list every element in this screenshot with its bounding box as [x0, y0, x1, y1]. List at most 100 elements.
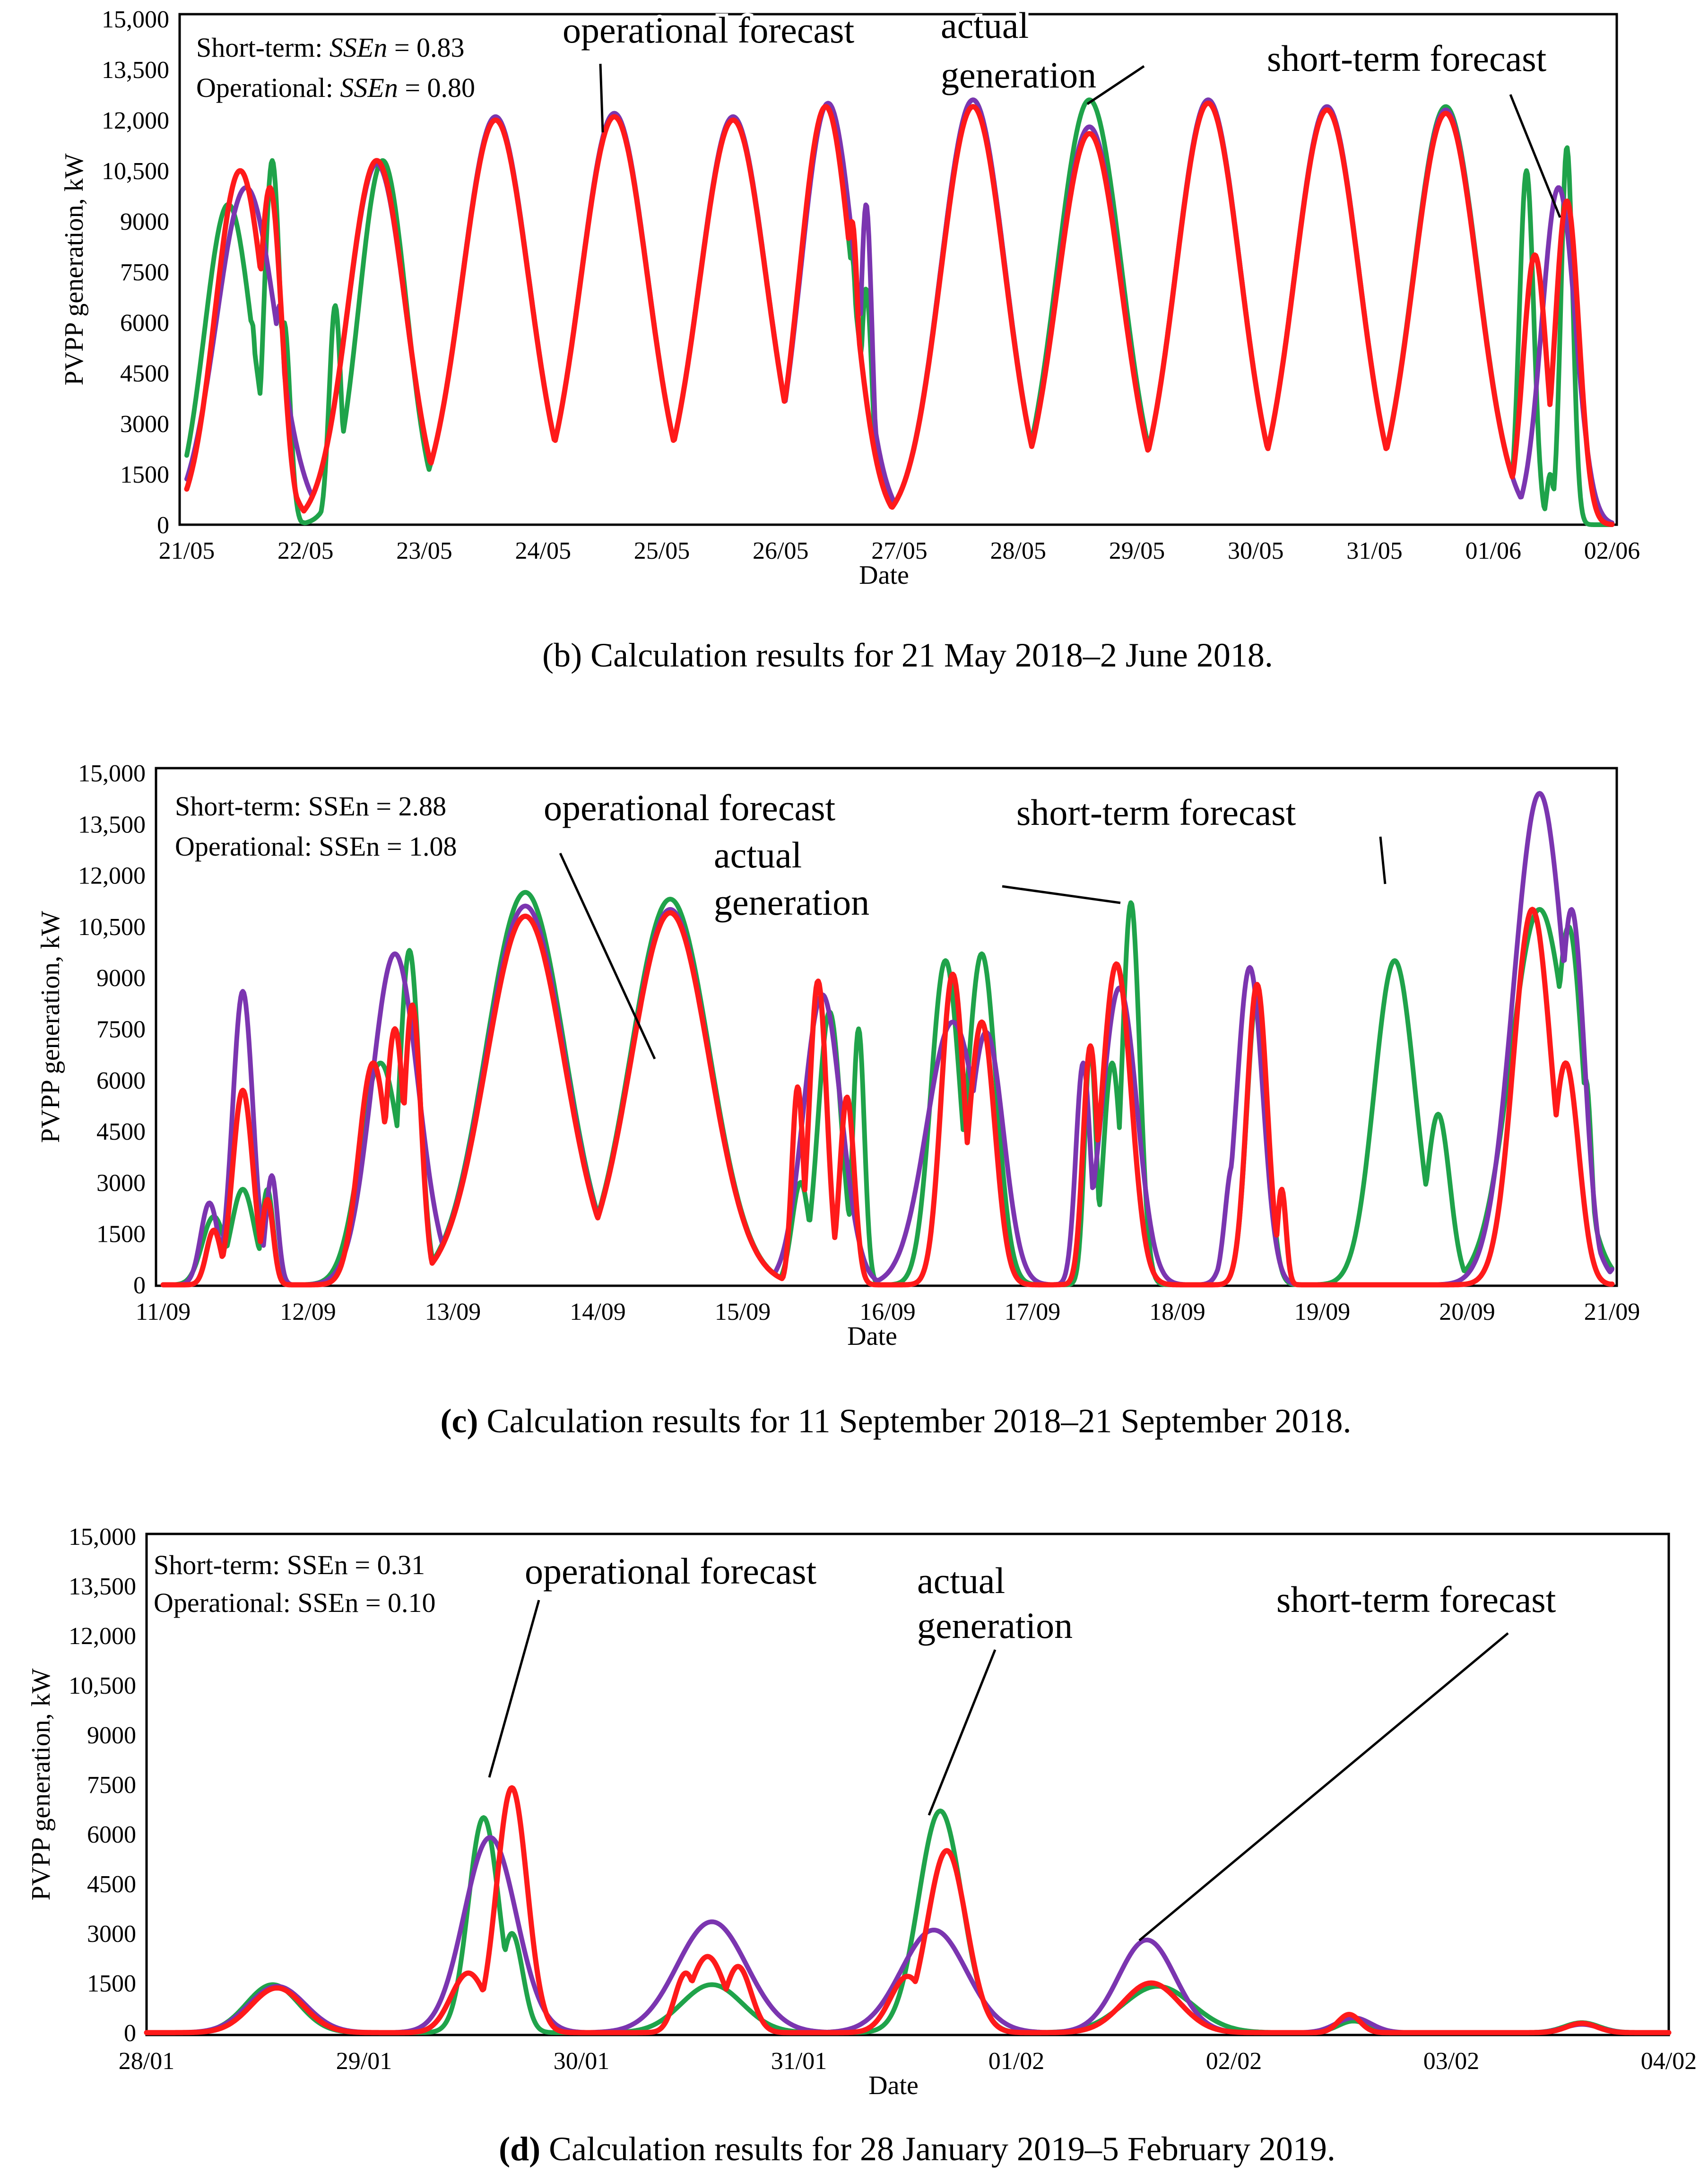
annotation-label: short-term forecast	[1276, 1579, 1556, 1620]
x-tick-label: 28/01	[119, 2048, 174, 2075]
annotation-label: operational forecast	[544, 787, 836, 828]
y-tick-label: 6000	[120, 310, 169, 337]
y-tick-label: 1500	[87, 1970, 136, 1997]
y-tick-label: 10,500	[78, 914, 146, 941]
annotation-label: operational forecast	[525, 1550, 817, 1592]
x-tick-label: 29/05	[1109, 537, 1165, 564]
y-tick-label: 4500	[96, 1118, 146, 1145]
x-tick-label: 26/05	[753, 537, 808, 564]
annotation-leader-line	[559, 852, 656, 1060]
x-tick-label: 22/05	[277, 537, 333, 564]
sse-stat-value: = 0.83	[387, 32, 464, 63]
y-tick-label: 12,000	[69, 1623, 136, 1650]
x-tick-label: 16/09	[859, 1299, 915, 1325]
x-axis-label: Date	[868, 2071, 919, 2100]
y-tick-label: 15,000	[69, 1524, 136, 1550]
y-tick-label: 0	[133, 1272, 146, 1299]
y-tick-label: 3000	[120, 411, 169, 438]
y-axis-label: PVPP generation, kW	[26, 1668, 56, 1900]
sse-stat-metric: SSEn	[329, 32, 387, 63]
y-tick-label: 15,000	[102, 6, 169, 33]
y-tick-label: 10,500	[69, 1672, 136, 1699]
sse-stat-value: = 2.88	[369, 791, 446, 822]
sse-stat-line: Operational: SSEn = 0.80	[196, 72, 475, 103]
x-tick-label: 17/09	[1005, 1299, 1060, 1325]
y-tick-label: 4500	[87, 1871, 136, 1898]
x-tick-label: 15/09	[715, 1299, 771, 1325]
sse-stat-value: = 0.10	[358, 1587, 435, 1618]
sse-stat-line: Operational: SSEn = 0.10	[154, 1587, 436, 1618]
chart-panel-c: 0 1500 3000 4500 6000 7500 9000 10,500 12,000 13,…	[36, 760, 1640, 1440]
annotation-leader-line	[928, 1649, 997, 1816]
y-tick-label: 7500	[87, 1772, 136, 1799]
y-tick-label: 9000	[87, 1722, 136, 1749]
annotation-leader-line	[599, 63, 604, 133]
chart-panel-d: 0 1500 3000 4500 6000 7500 9000 10,500 12,000 13,…	[26, 1524, 1697, 2168]
caption-prefix: (c)	[441, 1402, 478, 1440]
x-tick-label: 23/05	[396, 537, 452, 564]
x-tick-label: 01/02	[988, 2048, 1044, 2075]
caption-text: Calculation results for 21 May 2018–2 Ju…	[582, 636, 1273, 674]
y-tick-label: 13,500	[69, 1573, 136, 1600]
annotation-label: operational forecast	[563, 9, 855, 51]
x-tick-label: 24/05	[515, 537, 571, 564]
y-axis-label: PVPP generation, kW	[60, 153, 89, 385]
y-tick-label: 0	[157, 512, 169, 539]
figure-caption: (b) Calculation results for 21 May 2018–…	[542, 636, 1273, 674]
y-tick-label: 1500	[96, 1221, 146, 1248]
series-line-operational	[184, 100, 1615, 527]
series-line-operational	[160, 907, 1615, 1288]
y-tick-label: 13,500	[78, 811, 146, 838]
annotation-label: generation	[941, 54, 1096, 95]
y-tick-label: 1500	[120, 461, 169, 488]
annotation-leader-line	[1509, 94, 1561, 218]
y-tick-label: 7500	[120, 259, 169, 286]
sse-stat-line: Short-term: SSEn = 0.83	[196, 32, 465, 63]
x-tick-label: 14/09	[570, 1299, 625, 1325]
annotation-leader-line	[1002, 885, 1121, 904]
x-tick-label: 21/09	[1584, 1299, 1640, 1325]
y-tick-label: 3000	[87, 1921, 136, 1948]
sse-stat-line: Operational: SSEn = 1.08	[175, 831, 457, 862]
x-axis-label: Date	[859, 561, 909, 590]
y-tick-label: 13,500	[102, 57, 169, 84]
sse-stat-metric: SSEn	[287, 1550, 348, 1580]
sse-stat-prefix: Operational:	[196, 72, 340, 103]
sse-stat-line: Short-term: SSEn = 0.31	[154, 1550, 425, 1580]
sse-stat-prefix: Operational:	[175, 831, 319, 862]
x-tick-label: 29/01	[336, 2048, 392, 2075]
y-tick-label: 9000	[96, 965, 146, 992]
annotation-label: short-term forecast	[1267, 38, 1547, 79]
y-tick-label: 6000	[96, 1067, 146, 1094]
x-tick-label: 12/09	[280, 1299, 336, 1325]
y-tick-label: 0	[124, 2020, 136, 2047]
sse-stat-value: = 1.08	[380, 831, 457, 862]
y-tick-label: 3000	[96, 1169, 146, 1196]
caption-text: Calculation results for 28 January 2019–…	[540, 2130, 1335, 2168]
annotation-leader-line	[488, 1600, 540, 1778]
sse-stat-metric: SSEn	[340, 72, 398, 103]
sse-stat-metric: SSEn	[308, 791, 369, 822]
annotation-label: short-term forecast	[1016, 792, 1296, 833]
series-line-actual	[184, 97, 1614, 527]
caption-prefix: (d)	[499, 2130, 540, 2168]
x-tick-label: 30/05	[1228, 537, 1283, 564]
y-tick-label: 12,000	[102, 107, 169, 134]
caption-text: Calculation results for 11 September 201…	[478, 1402, 1351, 1440]
y-axis-label: PVPP generation, kW	[36, 911, 65, 1143]
annotation-label: actual	[714, 834, 802, 875]
x-tick-label: 11/09	[136, 1299, 191, 1325]
sse-stat-metric: SSEn	[297, 1587, 358, 1618]
x-tick-label: 21/05	[159, 537, 215, 564]
y-tick-label: 10,500	[102, 158, 169, 185]
x-tick-label: 31/05	[1346, 537, 1402, 564]
annotation-leader-line	[1086, 65, 1145, 105]
series-line-short-term	[144, 1835, 1671, 2035]
sse-stat-value: = 0.31	[348, 1550, 425, 1580]
sse-stat-value: = 0.80	[398, 72, 475, 103]
x-tick-label: 02/02	[1206, 2048, 1262, 2075]
sse-stat-prefix: Short-term:	[175, 791, 308, 822]
annotation-label: actual	[917, 1560, 1005, 1601]
y-tick-label: 4500	[120, 360, 169, 387]
